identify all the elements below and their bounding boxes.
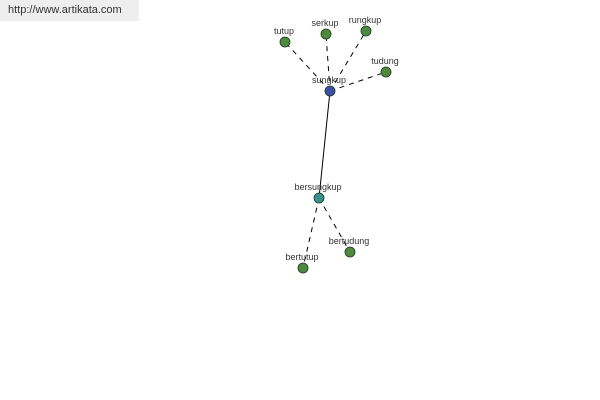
node-circle[interactable]: [344, 246, 356, 258]
node-label: rungkup: [349, 15, 382, 25]
node-label: serkup: [311, 18, 338, 28]
node-circle[interactable]: [297, 262, 309, 274]
node-label: tudung: [371, 56, 399, 66]
node-label: bertutup: [285, 252, 318, 262]
node-bertutup[interactable]: bertutup: [285, 252, 319, 274]
node-circle[interactable]: [279, 36, 291, 48]
node-circle[interactable]: [324, 85, 336, 97]
node-tudung[interactable]: tudung: [371, 56, 399, 78]
node-label: bertudung: [329, 236, 370, 246]
node-rungkup[interactable]: rungkup: [349, 15, 382, 37]
node-tutup[interactable]: tutup: [274, 26, 294, 48]
node-sungkup[interactable]: sungkup: [312, 75, 346, 97]
edge-bersungkup-bertutup: [302, 197, 320, 269]
node-bertudung[interactable]: bertudung: [329, 236, 370, 258]
node-bersungkup[interactable]: bersungkup: [294, 182, 342, 204]
edge-sungkup-tutup: [284, 41, 331, 92]
edge-sungkup-bersungkup: [318, 90, 331, 199]
node-circle[interactable]: [360, 25, 372, 37]
node-circle[interactable]: [380, 66, 392, 78]
watermark-link[interactable]: http://www.artikata.com: [0, 0, 139, 21]
node-label: sungkup: [312, 75, 346, 85]
node-serkup[interactable]: serkup: [311, 18, 339, 40]
node-label: tutup: [274, 26, 294, 36]
node-circle[interactable]: [320, 28, 332, 40]
node-label: bersungkup: [294, 182, 341, 192]
edge-bersungkup-bertudung: [318, 197, 351, 253]
edge-sungkup-rungkup: [329, 30, 367, 92]
node-circle[interactable]: [313, 192, 325, 204]
